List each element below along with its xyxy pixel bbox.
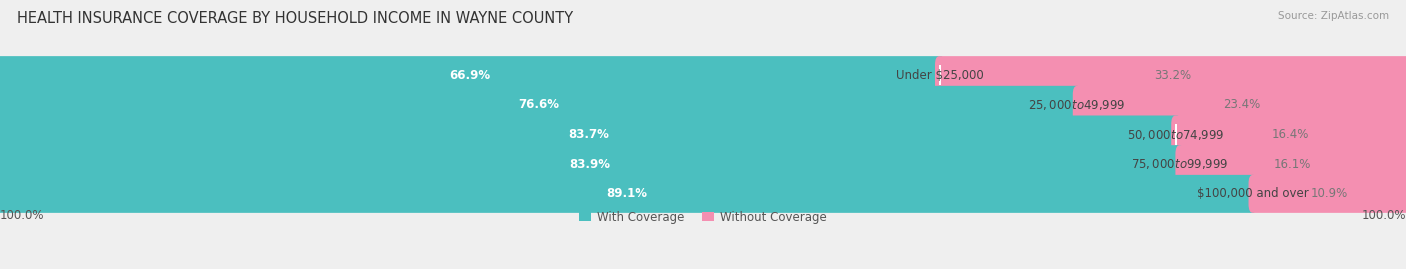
FancyBboxPatch shape <box>0 86 1081 124</box>
FancyBboxPatch shape <box>0 179 1406 209</box>
Legend: With Coverage, Without Coverage: With Coverage, Without Coverage <box>575 206 831 228</box>
Text: 100.0%: 100.0% <box>0 209 45 222</box>
FancyBboxPatch shape <box>0 175 1257 213</box>
Text: $50,000 to $74,999: $50,000 to $74,999 <box>1128 128 1225 141</box>
Text: HEALTH INSURANCE COVERAGE BY HOUSEHOLD INCOME IN WAYNE COUNTY: HEALTH INSURANCE COVERAGE BY HOUSEHOLD I… <box>17 11 574 26</box>
FancyBboxPatch shape <box>939 65 941 85</box>
Text: 10.9%: 10.9% <box>1310 187 1348 200</box>
Text: Source: ZipAtlas.com: Source: ZipAtlas.com <box>1278 11 1389 21</box>
Text: Under $25,000: Under $25,000 <box>896 69 984 82</box>
Text: 83.7%: 83.7% <box>568 128 609 141</box>
Text: $25,000 to $49,999: $25,000 to $49,999 <box>1028 98 1126 112</box>
FancyBboxPatch shape <box>1171 115 1406 154</box>
Text: 66.9%: 66.9% <box>450 69 491 82</box>
Text: $100,000 and over: $100,000 and over <box>1197 187 1309 200</box>
FancyBboxPatch shape <box>935 56 1406 94</box>
FancyBboxPatch shape <box>1175 124 1177 145</box>
FancyBboxPatch shape <box>0 120 1406 149</box>
Text: 16.1%: 16.1% <box>1274 158 1312 171</box>
Text: 100.0%: 100.0% <box>1361 209 1406 222</box>
Text: 33.2%: 33.2% <box>1154 69 1191 82</box>
FancyBboxPatch shape <box>0 149 1406 179</box>
Text: 23.4%: 23.4% <box>1223 98 1260 111</box>
FancyBboxPatch shape <box>0 145 1184 183</box>
FancyBboxPatch shape <box>1073 86 1406 124</box>
Text: $75,000 to $99,999: $75,000 to $99,999 <box>1130 157 1229 171</box>
Text: 76.6%: 76.6% <box>517 98 560 111</box>
FancyBboxPatch shape <box>0 90 1406 120</box>
FancyBboxPatch shape <box>0 115 1181 154</box>
FancyBboxPatch shape <box>0 60 1406 209</box>
Text: 89.1%: 89.1% <box>606 187 647 200</box>
FancyBboxPatch shape <box>1249 175 1406 213</box>
Text: 83.9%: 83.9% <box>569 158 610 171</box>
FancyBboxPatch shape <box>0 60 1406 90</box>
Text: 16.4%: 16.4% <box>1272 128 1309 141</box>
FancyBboxPatch shape <box>0 56 945 94</box>
FancyBboxPatch shape <box>1175 145 1406 183</box>
